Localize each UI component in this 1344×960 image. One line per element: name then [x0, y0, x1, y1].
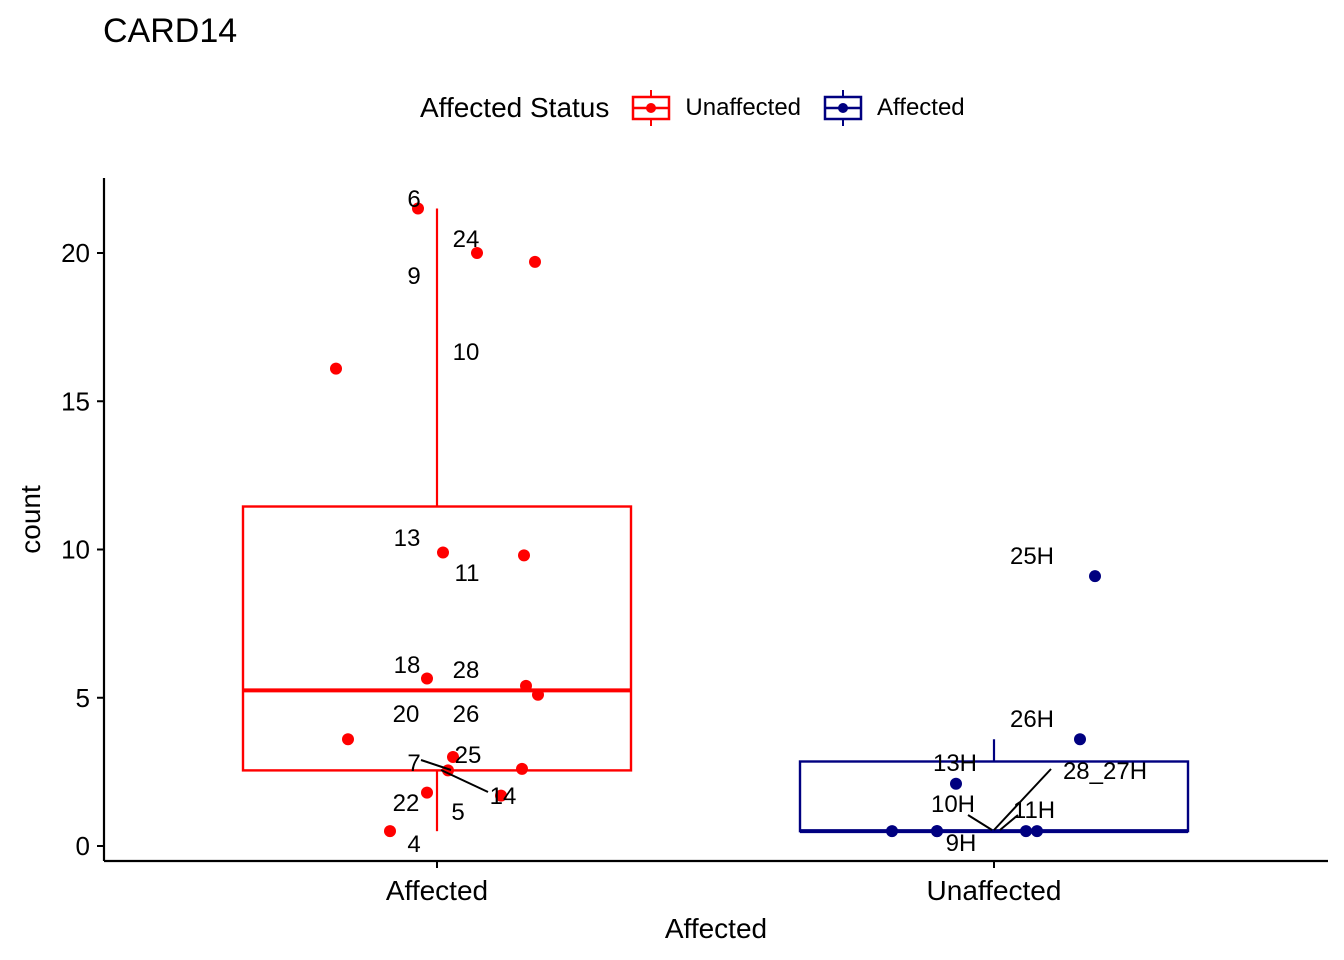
legend-title: Affected Status: [420, 92, 610, 123]
point-label: 9H: [946, 830, 977, 857]
data-point: [421, 672, 433, 685]
legend-item-unaffected: Unaffected: [631, 89, 801, 127]
label-connector: [993, 768, 1052, 831]
data-point: [384, 825, 396, 838]
x-axis-label: Affected: [665, 913, 767, 944]
y-tick-label: 20: [61, 238, 90, 268]
y-tick-label: 15: [61, 386, 90, 416]
point-label: 24: [453, 226, 480, 253]
data-point: [516, 762, 528, 775]
point-label: 10H: [931, 791, 975, 818]
data-point: [342, 733, 354, 746]
point-label: 18: [394, 652, 421, 679]
box: [241, 505, 633, 772]
y-tick-label: 5: [76, 683, 90, 713]
point-label: 25: [455, 742, 482, 769]
x-tick-label: Affected: [386, 875, 488, 906]
legend-key-unaffected: [632, 90, 671, 126]
data-point: [447, 751, 459, 764]
point-label: 28: [453, 657, 480, 684]
data-point: [1089, 570, 1101, 583]
point-label: 14: [490, 783, 517, 810]
data-point: [1074, 733, 1086, 746]
point-label: 4: [407, 831, 420, 858]
data-point: [886, 825, 898, 838]
point-label: 13: [394, 525, 421, 552]
point-label: 9: [407, 263, 420, 290]
chart-title: CARD14: [103, 12, 238, 50]
point-label: 28_27H: [1063, 758, 1147, 785]
legend: Affected Status Unaffected Affected: [420, 89, 987, 127]
label-connector: [440, 769, 489, 793]
y-axis-label: count: [15, 485, 46, 554]
data-point: [471, 247, 483, 259]
point-label: 11: [455, 560, 480, 587]
point-label: 7: [407, 750, 420, 777]
point-label: 20: [393, 701, 420, 728]
data-point: [950, 777, 962, 790]
data-point: [437, 546, 449, 559]
data-point: [330, 362, 342, 375]
data-point: [1031, 825, 1043, 838]
data-point: [421, 786, 433, 799]
data-point: [532, 688, 544, 701]
legend-label-unaffected: Unaffected: [685, 94, 802, 121]
data-point: [931, 825, 943, 838]
legend-item-affected: Affected: [823, 89, 965, 127]
point-label: 25H: [1010, 543, 1054, 570]
point-label: 26: [453, 701, 480, 728]
point-label: 10: [453, 339, 480, 366]
point-label: 11H: [1013, 797, 1055, 824]
x-tick-label: Unaffected: [927, 875, 1062, 906]
point-label: 13H: [933, 750, 977, 777]
y-tick-label: 0: [76, 831, 90, 861]
label-connector: [420, 759, 452, 771]
point-label: 5: [451, 799, 464, 826]
y-tick-label: 10: [61, 535, 90, 565]
data-point: [1020, 825, 1032, 838]
label-connector: [999, 814, 1019, 831]
label-connector: [967, 814, 993, 831]
data-point: [520, 679, 532, 692]
data-point: [412, 202, 424, 215]
legend-label-affected: Affected: [877, 94, 965, 121]
point-label: 26H: [1010, 706, 1054, 733]
data-point: [518, 549, 530, 562]
point-label: 22: [393, 790, 420, 817]
point-label: 6: [407, 186, 420, 213]
data-point: [495, 789, 507, 802]
data-point: [529, 255, 541, 268]
legend-key-affected: [823, 90, 863, 126]
